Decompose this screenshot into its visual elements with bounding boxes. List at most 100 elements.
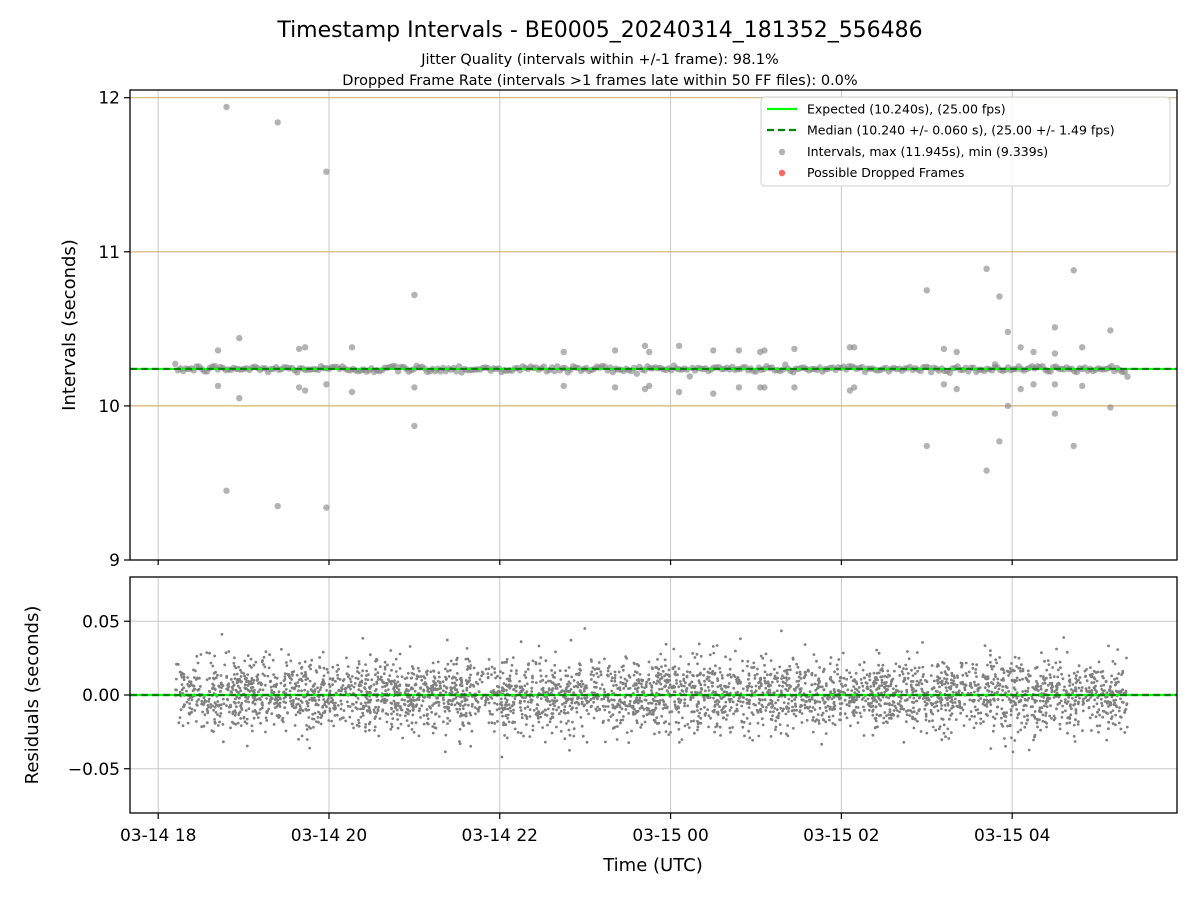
residual-point	[702, 667, 706, 671]
residual-point	[434, 712, 438, 716]
residual-point	[798, 670, 802, 674]
residual-point	[709, 716, 712, 720]
residual-point	[986, 663, 989, 667]
residual-point	[226, 697, 229, 701]
residual-point	[178, 716, 182, 719]
residual-point	[882, 721, 885, 725]
residual-point	[973, 690, 976, 694]
residual-point	[206, 704, 210, 707]
residual-point	[548, 720, 552, 724]
residual-point	[716, 685, 720, 689]
residual-point	[244, 699, 248, 703]
residual-point	[1043, 681, 1047, 685]
residual-point	[271, 658, 275, 662]
residual-point	[746, 660, 750, 663]
residual-point	[461, 721, 465, 725]
residual-point	[817, 677, 821, 681]
residual-point	[696, 709, 699, 712]
residual-point	[378, 717, 382, 720]
residual-point	[781, 674, 784, 678]
residual-point	[539, 674, 543, 678]
residual-point	[258, 688, 262, 692]
residual-point	[870, 691, 874, 695]
residual-point	[770, 680, 774, 684]
residual-point	[1077, 720, 1080, 723]
residual-point	[1044, 689, 1048, 693]
residual-point	[538, 712, 542, 716]
residual-point	[794, 705, 797, 708]
residual-point	[750, 711, 754, 714]
residual-point	[180, 675, 184, 679]
residual-point	[885, 714, 888, 717]
residual-point	[222, 702, 226, 706]
residual-point	[1119, 727, 1123, 731]
residual-point	[314, 669, 318, 673]
residual-point	[239, 717, 243, 720]
residual-point	[311, 690, 315, 693]
residual-point	[682, 684, 686, 688]
residual-point	[364, 704, 368, 707]
residual-point	[442, 689, 445, 692]
residual-point	[233, 713, 237, 717]
residual-point	[840, 682, 843, 686]
residual-point	[579, 716, 583, 719]
residual-point	[306, 690, 310, 694]
interval-outlier-point	[223, 103, 230, 111]
residual-point	[274, 701, 278, 705]
residual-point	[836, 667, 839, 671]
residual-point	[299, 706, 302, 710]
residual-point	[800, 721, 804, 724]
residual-point	[1060, 715, 1064, 719]
residual-point	[610, 679, 613, 683]
residual-point	[970, 714, 974, 718]
residual-point	[566, 674, 570, 678]
residual-point	[888, 703, 891, 707]
residual-point	[832, 702, 836, 705]
residual-point	[446, 707, 450, 711]
residual-point	[461, 689, 465, 693]
residual-point	[939, 701, 943, 705]
residual-point	[831, 722, 835, 725]
residual-point	[986, 714, 989, 717]
residual-point	[1118, 706, 1121, 709]
residual-point	[908, 714, 912, 717]
residual-point	[628, 686, 632, 690]
interval-outlier-point	[940, 381, 948, 388]
residual-point	[390, 707, 393, 711]
residual-point	[489, 695, 492, 699]
residual-point	[624, 684, 628, 688]
residual-point	[949, 685, 953, 688]
residual-point	[1047, 663, 1051, 666]
residual-point	[426, 717, 430, 721]
residual-point	[219, 707, 223, 710]
residual-point	[650, 712, 653, 716]
residual-point	[488, 709, 492, 713]
residual-point	[745, 701, 749, 705]
residual-point	[286, 711, 289, 715]
residual-point	[1017, 656, 1021, 660]
residual-point	[1046, 683, 1050, 687]
residual-point	[1019, 669, 1022, 673]
residual-point	[663, 658, 667, 662]
residual-point	[929, 711, 933, 714]
residual-point	[715, 711, 719, 714]
residual-point	[242, 716, 246, 720]
residual-point	[1039, 728, 1042, 732]
residual-point	[747, 672, 751, 676]
residual-point	[927, 698, 931, 702]
residual-point	[219, 712, 223, 715]
residual-point	[300, 672, 304, 675]
residual-point	[539, 680, 542, 683]
residual-point	[500, 661, 504, 664]
x-tick-label: 03-14 20	[291, 826, 367, 846]
residual-point	[680, 689, 684, 692]
residual-point	[678, 680, 682, 683]
residual-point	[553, 663, 557, 667]
residual-point	[676, 697, 680, 701]
residual-point	[231, 688, 235, 691]
residual-point	[422, 722, 426, 726]
residual-point	[858, 711, 862, 715]
residual-point	[476, 700, 480, 704]
residual-point	[1003, 737, 1006, 740]
residual-point	[525, 690, 529, 694]
